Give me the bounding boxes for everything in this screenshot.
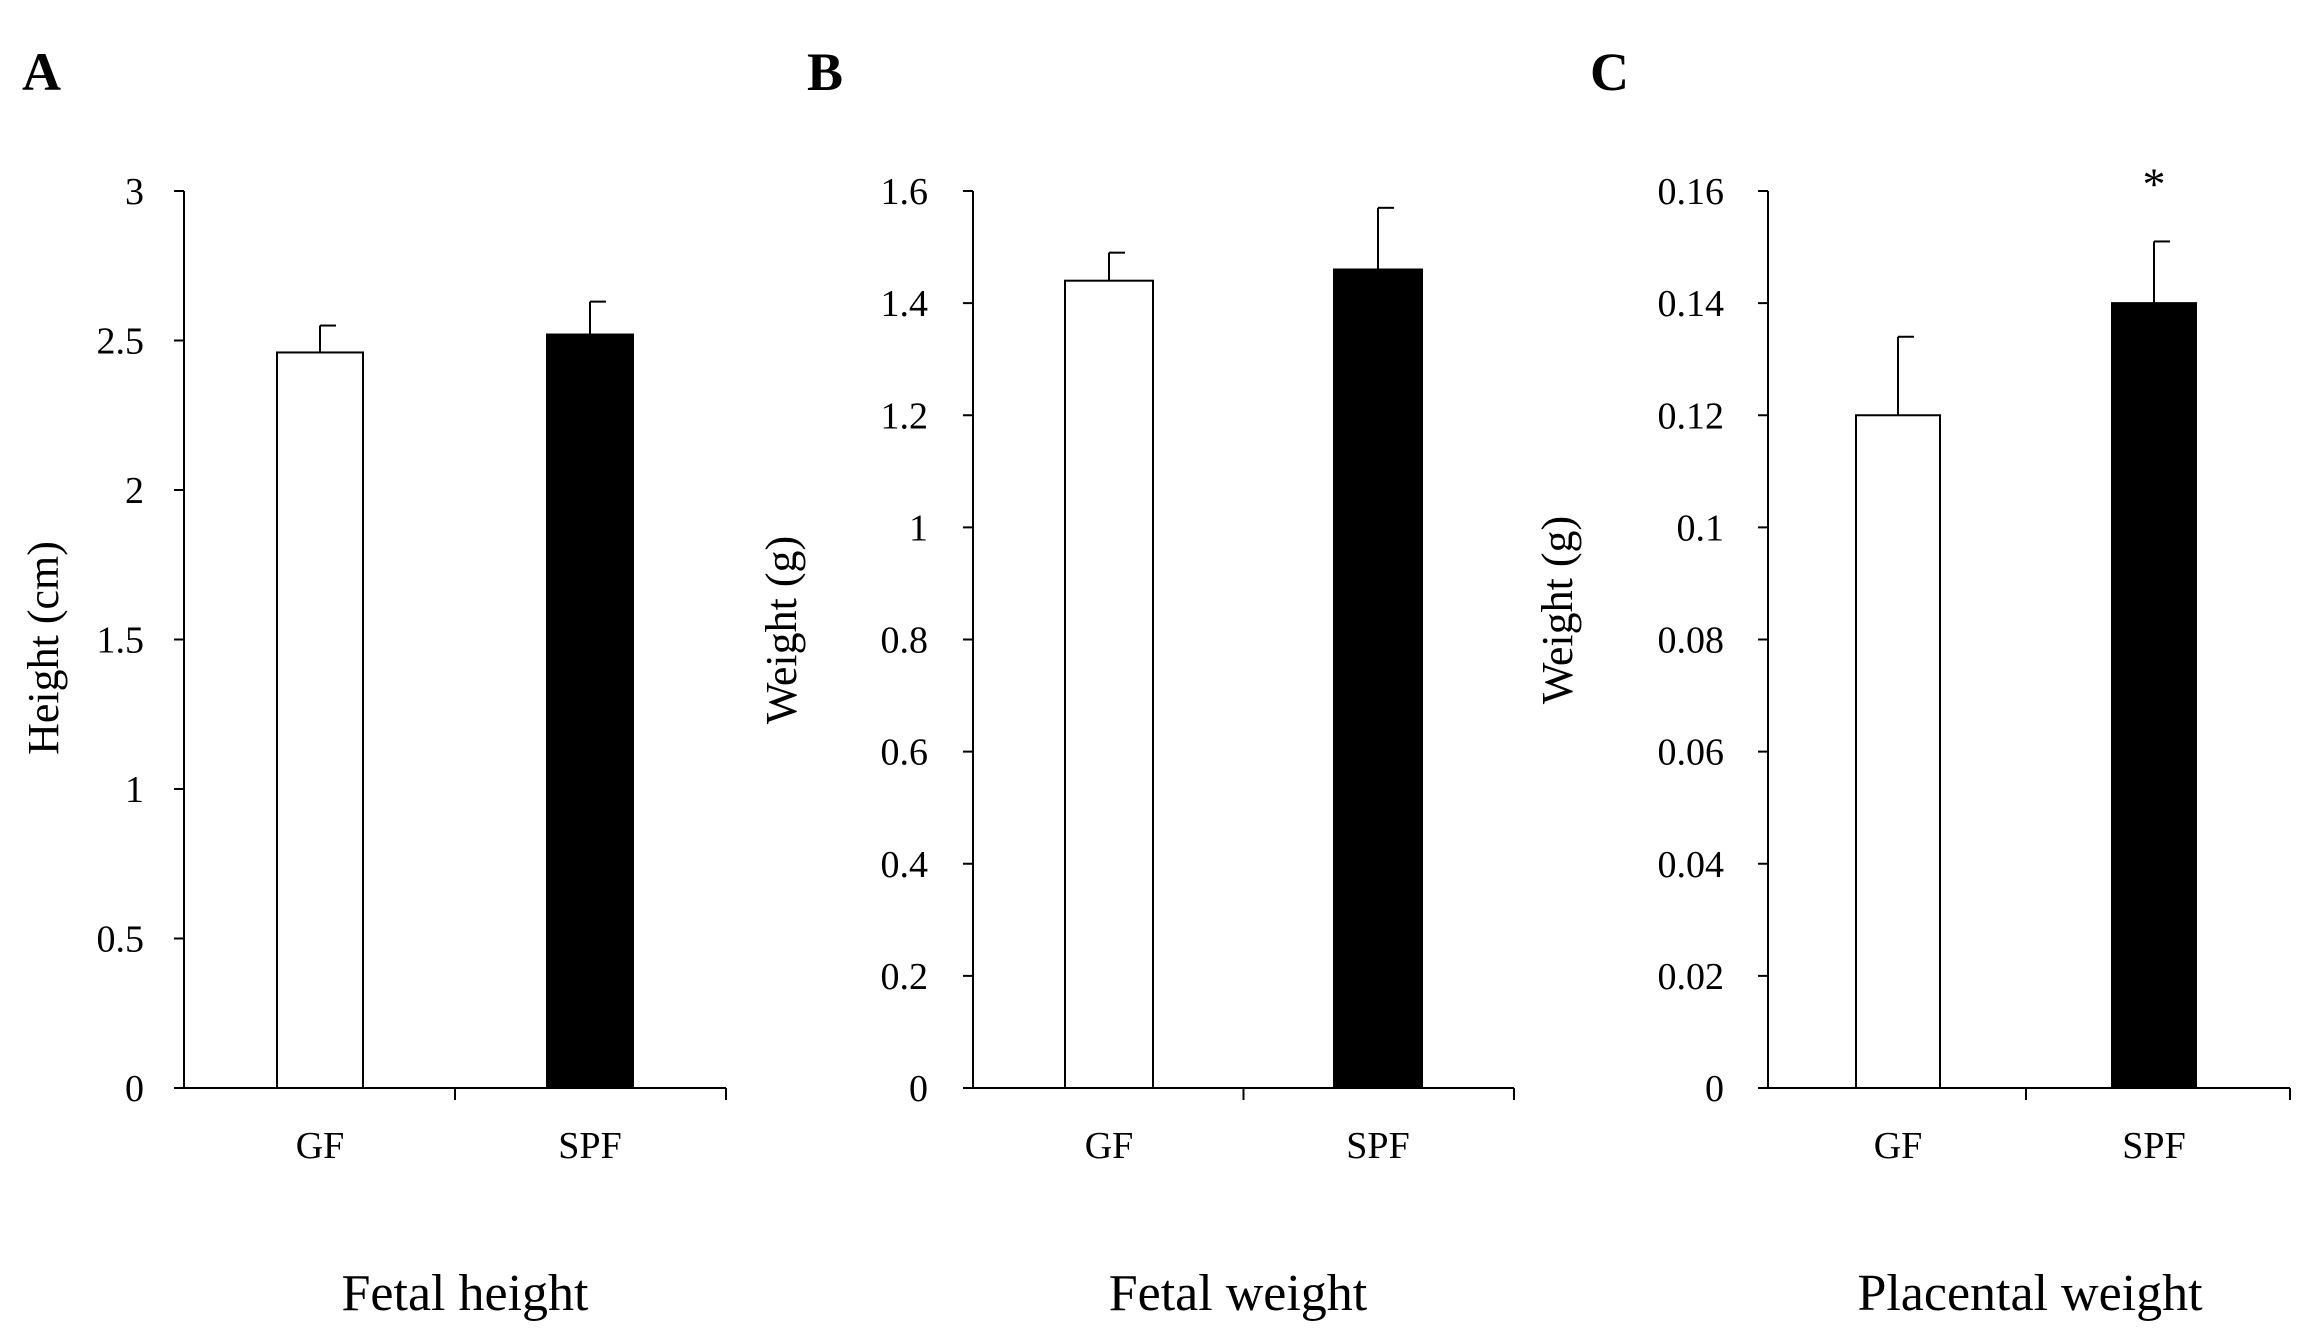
panel-c-y-tick-label: 0.14: [1658, 283, 1725, 325]
panel-b-y-tick-label: 0.2: [881, 956, 929, 998]
panel-c-bar-gf: [1855, 414, 1941, 1089]
panel-c-y-tick-label: 0.04: [1658, 844, 1725, 886]
panel-b-y-tick-label: 0.8: [881, 620, 929, 662]
panel-c-chart-title: Placental weight: [1857, 1265, 2203, 1322]
panel-b-y-tick-label: 0.6: [881, 732, 929, 774]
panel-c-y-tick-label: 0: [1705, 1068, 1724, 1110]
panel-c-y-tick-label: 0.16: [1658, 171, 1725, 213]
panel-b-bar-spf: [1333, 268, 1423, 1089]
panel-b-category-label-spf: SPF: [1346, 1125, 1409, 1167]
panel-a-y-tick-label: 1: [125, 769, 144, 811]
panel-a-y-tick-label: 1.5: [97, 620, 145, 662]
panel-b-y-tick-label: 0: [909, 1068, 928, 1110]
panel-a-y-tick-label: 2.5: [97, 321, 145, 363]
panel-a-category-label-gf: GF: [296, 1125, 345, 1167]
panel-b-bar-gf: [1064, 279, 1154, 1089]
panel-c-category-label-gf: GF: [1874, 1125, 1923, 1167]
panel-b-letter: B: [807, 42, 843, 102]
panel-c-letter: C: [1590, 42, 1629, 102]
panel-a-letter: A: [22, 42, 61, 102]
panel-b-y-tick-label: 1.2: [881, 395, 929, 437]
panel-c-chart: C Weight (g) Placental weight 0 0.02 0.04 0…: [1533, 42, 2291, 1322]
panel-a-y-tick-label: 3: [125, 171, 144, 213]
panel-c-y-tick-label: 0.12: [1658, 395, 1725, 437]
panel-c-bar-spf: [2111, 302, 2197, 1089]
panel-c-y-tick-label: 0.08: [1658, 620, 1725, 662]
panel-b-y-tick-label: 1.4: [881, 283, 929, 325]
panel-a-y-tick-label: 2: [125, 470, 144, 512]
panel-b-y-axis-title: Weight (g): [757, 536, 806, 724]
panel-b-y-tick-label: 0.4: [881, 844, 929, 886]
panel-b-y-tick-label: 1: [909, 507, 928, 549]
panel-a-chart: A Height (cm) Fetal height 0 0.5 1 1.5 2 2.5 3…: [19, 42, 727, 1322]
panel-a-bar-gf: [276, 351, 364, 1089]
panel-c-y-tick-label: 0.06: [1658, 732, 1725, 774]
panel-a-category-label-spf: SPF: [558, 1125, 621, 1167]
panel-a-y-tick-label: 0.5: [97, 919, 145, 961]
panel-b-category-label-gf: GF: [1085, 1125, 1134, 1167]
panel-c-significance-marker: *: [2143, 158, 2166, 209]
panel-a-bar-spf: [546, 333, 634, 1089]
panel-a-y-axis-title: Height (cm): [19, 541, 68, 755]
panel-b-chart-title: Fetal weight: [1109, 1265, 1368, 1322]
panel-c-y-tick-label: 0.1: [1677, 507, 1725, 549]
panel-a-y-tick-label: 0: [125, 1068, 144, 1110]
panel-c-category-label-spf: SPF: [2122, 1125, 2185, 1167]
panel-b-chart: B Weight (g) Fetal weight 0 0.2 0.4 0.6 0.8 1…: [757, 42, 1515, 1322]
panel-c-y-axis-title: Weight (g): [1533, 516, 1582, 704]
panel-b-y-tick-label: 1.6: [881, 171, 929, 213]
panel-a-chart-title: Fetal height: [342, 1265, 590, 1322]
panel-c-y-tick-label: 0.02: [1658, 956, 1725, 998]
